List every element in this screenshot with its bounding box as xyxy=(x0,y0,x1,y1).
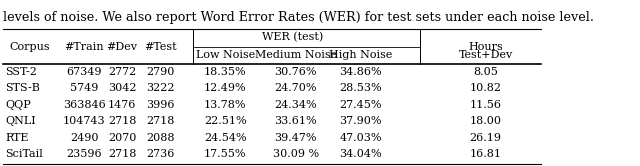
Text: #Test: #Test xyxy=(144,42,177,52)
Text: 23596: 23596 xyxy=(67,149,102,159)
Text: 27.45%: 27.45% xyxy=(340,100,382,110)
Text: 104743: 104743 xyxy=(63,116,106,126)
Text: 2718: 2718 xyxy=(108,149,136,159)
Text: 16.81: 16.81 xyxy=(470,149,502,159)
Text: SciTail: SciTail xyxy=(5,149,43,159)
Text: 24.34%: 24.34% xyxy=(275,100,317,110)
Text: Corpus: Corpus xyxy=(10,42,50,52)
Text: #Dev: #Dev xyxy=(107,42,138,52)
Text: 2718: 2718 xyxy=(146,116,174,126)
Text: 8.05: 8.05 xyxy=(473,67,498,77)
Text: High Noise: High Noise xyxy=(329,50,392,60)
Text: 33.61%: 33.61% xyxy=(275,116,317,126)
Text: Medium Noise: Medium Noise xyxy=(255,50,337,60)
Text: 5749: 5749 xyxy=(70,83,99,93)
Text: 67349: 67349 xyxy=(67,67,102,77)
Text: SST-2: SST-2 xyxy=(5,67,37,77)
Text: 1476: 1476 xyxy=(108,100,136,110)
Text: 37.90%: 37.90% xyxy=(340,116,382,126)
Text: 30.09 %: 30.09 % xyxy=(273,149,319,159)
Text: 13.78%: 13.78% xyxy=(204,100,246,110)
Text: 2718: 2718 xyxy=(108,116,136,126)
Text: 10.82: 10.82 xyxy=(470,83,502,93)
Text: 2790: 2790 xyxy=(146,67,174,77)
Text: 12.49%: 12.49% xyxy=(204,83,246,93)
Text: 11.56: 11.56 xyxy=(470,100,502,110)
Text: Low Noise: Low Noise xyxy=(196,50,255,60)
Text: #Train: #Train xyxy=(64,42,104,52)
Text: Hours: Hours xyxy=(468,42,503,52)
Text: 2736: 2736 xyxy=(146,149,174,159)
Text: 34.04%: 34.04% xyxy=(339,149,382,159)
Text: WER (test): WER (test) xyxy=(262,32,324,42)
Text: 30.76%: 30.76% xyxy=(275,67,317,77)
Text: 2088: 2088 xyxy=(146,133,174,143)
Text: QNLI: QNLI xyxy=(5,116,36,126)
Text: 3042: 3042 xyxy=(108,83,136,93)
Text: QQP: QQP xyxy=(5,100,31,110)
Text: 28.53%: 28.53% xyxy=(339,83,382,93)
Text: Test+Dev: Test+Dev xyxy=(458,50,513,60)
Text: 18.00: 18.00 xyxy=(470,116,502,126)
Text: 22.51%: 22.51% xyxy=(204,116,246,126)
Text: 3996: 3996 xyxy=(146,100,174,110)
Text: 18.35%: 18.35% xyxy=(204,67,246,77)
Text: 363846: 363846 xyxy=(63,100,106,110)
Text: 47.03%: 47.03% xyxy=(340,133,382,143)
Text: 2772: 2772 xyxy=(108,67,136,77)
Text: 24.70%: 24.70% xyxy=(275,83,317,93)
Text: 2490: 2490 xyxy=(70,133,99,143)
Text: 39.47%: 39.47% xyxy=(275,133,317,143)
Text: RTE: RTE xyxy=(5,133,29,143)
Text: levels of noise. We also report Word Error Rates (WER) for test sets under each : levels of noise. We also report Word Err… xyxy=(3,11,594,24)
Text: 26.19: 26.19 xyxy=(470,133,502,143)
Text: 3222: 3222 xyxy=(146,83,174,93)
Text: STS-B: STS-B xyxy=(5,83,40,93)
Text: 34.86%: 34.86% xyxy=(339,67,382,77)
Text: 24.54%: 24.54% xyxy=(204,133,246,143)
Text: 2070: 2070 xyxy=(108,133,136,143)
Text: 17.55%: 17.55% xyxy=(204,149,246,159)
